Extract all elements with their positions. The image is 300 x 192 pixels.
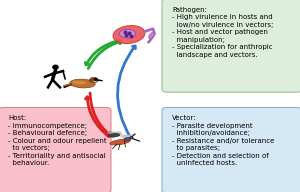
Text: Host:
- Immunocompetence;
- Behavioural defence;
- Colour and odour repellent
  : Host: - Immunocompetence; - Behavioural … xyxy=(8,115,107,166)
Ellipse shape xyxy=(149,32,154,39)
FancyArrowPatch shape xyxy=(88,40,122,69)
Ellipse shape xyxy=(93,80,97,82)
Ellipse shape xyxy=(89,77,98,83)
Ellipse shape xyxy=(110,139,130,145)
Ellipse shape xyxy=(119,134,130,138)
FancyArrowPatch shape xyxy=(90,93,110,136)
FancyBboxPatch shape xyxy=(0,108,111,192)
Ellipse shape xyxy=(112,132,122,134)
FancyArrowPatch shape xyxy=(85,97,109,137)
Ellipse shape xyxy=(113,26,145,44)
FancyBboxPatch shape xyxy=(162,0,300,92)
Ellipse shape xyxy=(130,137,133,139)
Text: Vector:
- Parasite development
  inhibition/avoidance;
- Resistance and/or toler: Vector: - Parasite development inhibitio… xyxy=(172,115,274,166)
Ellipse shape xyxy=(71,80,88,85)
Text: Pathogen:
- High virulence in hosts and
  low/no virulence in vectors;
- Host an: Pathogen: - High virulence in hosts and … xyxy=(172,7,273,58)
Ellipse shape xyxy=(107,132,118,134)
Ellipse shape xyxy=(123,135,132,138)
Ellipse shape xyxy=(70,79,95,88)
Ellipse shape xyxy=(124,137,131,141)
FancyArrowPatch shape xyxy=(118,46,136,138)
FancyBboxPatch shape xyxy=(162,108,300,192)
Ellipse shape xyxy=(119,29,136,38)
Ellipse shape xyxy=(108,133,120,137)
Ellipse shape xyxy=(52,65,59,70)
FancyArrowPatch shape xyxy=(85,41,117,65)
